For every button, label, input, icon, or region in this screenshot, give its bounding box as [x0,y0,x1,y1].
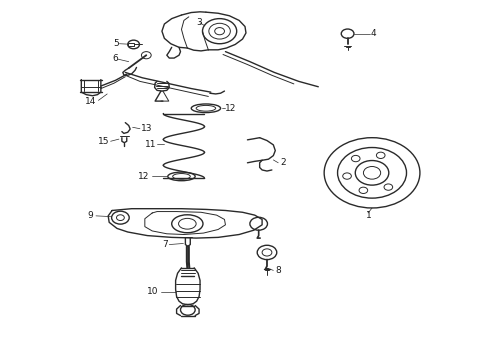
Text: 13: 13 [142,123,153,132]
Text: 12: 12 [224,104,236,113]
Text: 6: 6 [112,54,118,63]
Text: 12: 12 [138,172,150,181]
Text: 9: 9 [88,211,94,220]
Text: 14: 14 [85,96,96,105]
Text: 2: 2 [280,158,286,167]
Text: 11: 11 [145,140,156,149]
Text: 3: 3 [196,18,202,27]
Text: 8: 8 [275,266,281,275]
Text: 1: 1 [366,211,372,220]
Text: 7: 7 [162,240,168,249]
Text: 5: 5 [113,39,119,48]
Text: 10: 10 [147,287,158,296]
Text: 4: 4 [371,29,377,38]
Text: 15: 15 [98,137,109,146]
